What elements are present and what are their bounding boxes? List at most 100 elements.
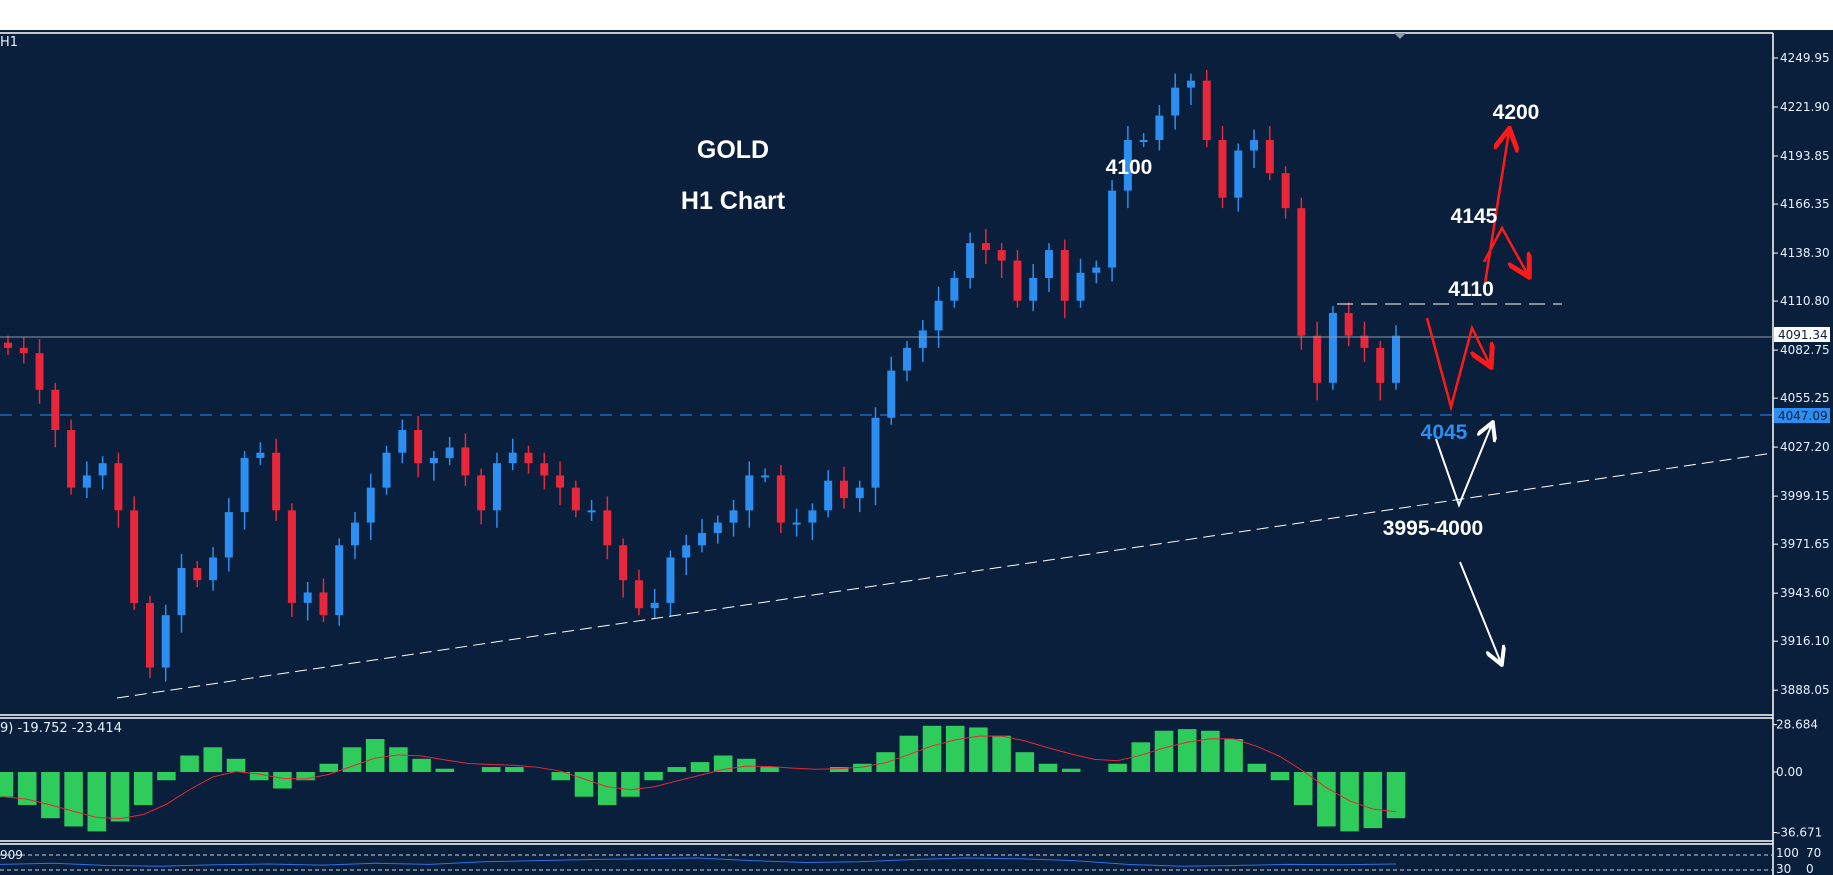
candle — [67, 419, 76, 495]
ascending-trendline[interactable] — [116, 452, 1774, 699]
candle-body — [414, 429, 423, 464]
macd-histogram-bar — [1224, 739, 1243, 772]
candle — [871, 407, 880, 506]
macd-histogram-bar — [1154, 730, 1174, 772]
macd-histogram-bar — [505, 767, 524, 772]
candle-body — [1265, 140, 1274, 174]
candle-body — [35, 353, 44, 390]
candle — [1013, 250, 1022, 308]
candle-body — [1155, 115, 1164, 141]
macd-histogram-bar — [1038, 763, 1058, 772]
candle — [445, 436, 454, 465]
candle — [603, 496, 612, 560]
candle — [918, 319, 927, 362]
macd-histogram-bar — [412, 758, 431, 772]
candle — [114, 452, 123, 528]
candle — [1108, 180, 1117, 282]
candle — [713, 515, 722, 544]
macd-histogram-bar — [481, 767, 501, 772]
chart-shift-marker[interactable] — [1394, 33, 1406, 39]
candle-body — [19, 347, 28, 354]
candle — [366, 473, 375, 541]
price-tick-label: 4027.20 — [1780, 440, 1830, 454]
candle-body — [571, 487, 580, 511]
price-tick-label: 4138.30 — [1780, 246, 1830, 260]
candle — [82, 461, 91, 499]
price-tick-label: 3999.15 — [1780, 489, 1830, 503]
macd-histogram-bar — [226, 758, 246, 772]
macd-histogram-bar — [574, 772, 594, 797]
candle-body — [1234, 150, 1243, 198]
macd-histogram-bar — [180, 755, 199, 772]
candle — [477, 468, 486, 525]
price-tick-label: 4082.75 — [1780, 343, 1830, 357]
candle — [934, 286, 943, 348]
candle-body — [1376, 347, 1385, 383]
macd-histogram-bar — [389, 747, 408, 772]
candle — [1045, 243, 1053, 292]
candle — [492, 452, 501, 528]
candle — [35, 339, 44, 404]
macd-tick-label: 0.00 — [1776, 765, 1803, 779]
candle — [51, 382, 60, 448]
candle — [1218, 126, 1227, 209]
candle-body — [130, 510, 139, 603]
macd-histogram-bar — [667, 767, 687, 772]
macd-tick-label: 28.684 — [1776, 718, 1818, 732]
candle-body — [508, 452, 517, 464]
macd-histogram-bar — [853, 763, 872, 772]
candle-body — [287, 510, 296, 603]
candle-body — [82, 475, 91, 488]
candle — [335, 538, 344, 626]
macd-histogram-bar — [597, 772, 617, 805]
candle-body — [634, 580, 643, 609]
current-price-value: 4091.34 — [1778, 328, 1828, 342]
candle-body — [224, 512, 233, 558]
candle — [240, 450, 249, 530]
macd-histogram-bar — [110, 772, 130, 822]
rsi-axis: 100 70 30 0 — [1776, 846, 1821, 875]
price-tick-label: 4193.85 — [1780, 149, 1830, 163]
macd-histogram-bar — [969, 727, 988, 772]
label-4200: 4200 — [1493, 101, 1540, 124]
macd-histogram-bar — [249, 772, 269, 781]
candle-body — [335, 545, 344, 616]
label-3995-4000: 3995-4000 — [1383, 517, 1483, 540]
candle-body — [477, 475, 486, 511]
window-top-bar — [0, 0, 1833, 30]
macd-histogram-bar — [319, 763, 339, 772]
macd-histogram-bar — [0, 772, 14, 797]
candle — [997, 243, 1006, 279]
candle — [855, 480, 864, 513]
candle-body — [824, 480, 833, 511]
candle-body — [98, 463, 107, 476]
candle — [1376, 340, 1385, 401]
macd-histogram-bar — [621, 772, 640, 797]
macd-histogram-bar — [435, 768, 455, 772]
candle-body — [303, 592, 312, 603]
candle — [634, 569, 643, 616]
candle — [145, 595, 154, 679]
candle-body — [981, 243, 990, 251]
candle — [461, 433, 470, 486]
macd-tick-label: -36.671 — [1776, 826, 1822, 840]
candle — [1344, 302, 1353, 347]
chart-subtitle: H1 Chart — [681, 187, 786, 215]
candle-body — [666, 557, 675, 603]
macd-histogram-bar — [365, 739, 385, 772]
candle-body — [161, 615, 170, 668]
candle-body — [1344, 312, 1353, 336]
rsi-tick-label: 30 — [1776, 862, 1791, 875]
candle — [950, 271, 959, 308]
candle — [887, 356, 896, 425]
candle — [319, 578, 328, 623]
candle-body — [366, 487, 375, 523]
macd-histogram-bar — [1317, 772, 1336, 827]
candle-body — [1045, 250, 1053, 279]
candle-body — [745, 475, 754, 511]
candle — [1092, 260, 1101, 284]
price-axis[interactable]: 4249.95 4221.90 4193.85 4166.35 4138.30 4110.… — [1773, 51, 1830, 697]
candle — [1313, 321, 1322, 401]
candle-body — [650, 602, 659, 609]
